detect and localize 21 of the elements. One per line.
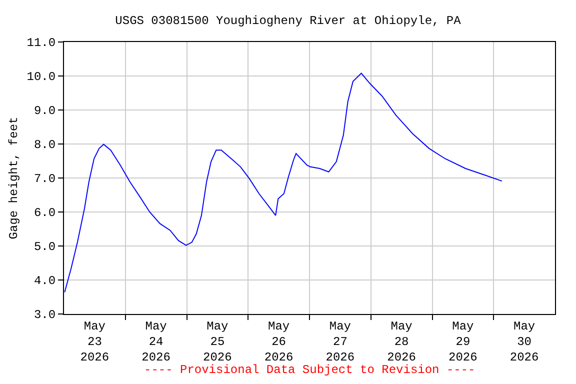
- x-tick-label: May 30 2026: [510, 319, 539, 365]
- x-tick-label: May 23 2026: [80, 319, 110, 365]
- x-tick-label: May 26 2026: [264, 319, 294, 365]
- y-tick-label: 3.0: [34, 308, 56, 322]
- x-tick-label: May 28 2026: [387, 319, 416, 365]
- y-tick-label: 10.0: [26, 70, 56, 84]
- x-tick-label: May 24 2026: [142, 319, 170, 365]
- x-tick-label: May 25 2026: [203, 319, 232, 365]
- y-tick-label: 7.0: [34, 172, 56, 186]
- y-tick-label: 6.0: [34, 206, 56, 220]
- y-tick-label: 11.0: [26, 36, 56, 50]
- chart-title: USGS 03081500 Youghiogheny River at Ohiopyle, PA: [115, 14, 462, 28]
- x-tick-label: May 29 2026: [448, 319, 478, 365]
- text: ---- Provisional Data Subject to Revision ----: [144, 363, 476, 377]
- y-tick-label: 5.0: [34, 240, 56, 254]
- y-tick-label: 4.0: [34, 274, 56, 288]
- y-tick-label: 8.0: [34, 138, 56, 152]
- y-axis-title: Gage height, feet: [7, 116, 22, 240]
- x-tick-label: May 27 2026: [326, 319, 355, 365]
- line-series: [64, 72, 502, 293]
- y-tick-label: 9.0: [34, 104, 56, 118]
